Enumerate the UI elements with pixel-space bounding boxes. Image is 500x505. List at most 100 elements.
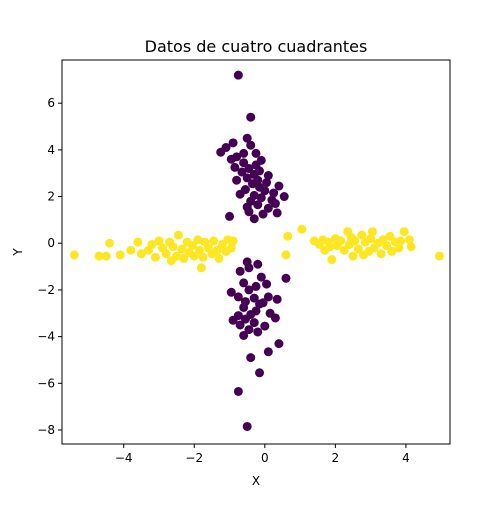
data-point (242, 133, 252, 143)
data-point (161, 249, 171, 259)
data-point (115, 250, 125, 260)
data-point (283, 231, 293, 241)
x-tick-label: 4 (402, 451, 410, 465)
data-point (260, 186, 270, 196)
y-axis-ticks: −8 −6 −4 −2 0 2 4 6 (37, 96, 62, 437)
data-point (235, 266, 245, 276)
data-point (172, 251, 182, 261)
data-point (136, 249, 146, 259)
data-point (232, 175, 242, 185)
data-point (101, 251, 111, 261)
data-point (196, 263, 206, 273)
data-point (193, 235, 203, 245)
data-point (382, 241, 392, 251)
data-point (251, 148, 261, 158)
data-point (274, 339, 284, 349)
data-point (195, 245, 205, 255)
data-point (260, 321, 270, 331)
data-point (244, 164, 254, 174)
data-point (228, 236, 238, 246)
data-point (269, 188, 279, 198)
data-point (258, 209, 268, 219)
data-point (404, 235, 414, 245)
data-point (126, 245, 136, 255)
data-point (249, 318, 259, 328)
data-point (253, 200, 263, 210)
data-point (237, 167, 247, 177)
data-point (150, 252, 160, 262)
data-point (228, 138, 238, 148)
data-point (385, 231, 395, 241)
data-point (353, 244, 363, 254)
data-point (246, 140, 256, 150)
data-point (263, 171, 273, 181)
y-tick-label: 0 (47, 236, 55, 250)
data-point (246, 353, 256, 363)
data-point (255, 368, 265, 378)
data-point (230, 162, 240, 172)
plot-area (61, 59, 451, 445)
data-point (198, 252, 208, 262)
data-point (274, 181, 284, 191)
data-point (240, 314, 250, 324)
data-point (94, 251, 104, 261)
data-point (270, 199, 280, 209)
data-point (272, 294, 282, 304)
data-point (327, 255, 337, 265)
x-tick-label: 2 (332, 451, 340, 465)
data-point (209, 236, 219, 246)
data-point (189, 251, 199, 261)
data-point (339, 245, 349, 255)
data-point (244, 325, 254, 335)
data-point (263, 292, 273, 302)
data-point (228, 315, 238, 325)
data-point (251, 281, 261, 291)
data-point (239, 330, 249, 340)
data-point (133, 237, 143, 247)
data-point (247, 179, 257, 189)
data-point (387, 246, 397, 256)
x-tick-label: −2 (185, 451, 203, 465)
data-point (69, 250, 79, 260)
data-point (336, 236, 346, 246)
data-point (235, 320, 245, 330)
data-point (105, 238, 115, 248)
data-point (262, 178, 272, 188)
data-point (154, 236, 164, 246)
data-point (216, 147, 226, 157)
x-axis-label: X (252, 474, 260, 488)
data-point (357, 230, 367, 240)
data-point (226, 287, 236, 297)
data-point (244, 285, 254, 295)
data-point (263, 203, 273, 213)
data-point (263, 347, 273, 357)
data-point (399, 227, 409, 237)
data-point (244, 263, 254, 273)
points-layer (69, 70, 444, 431)
data-point (214, 253, 224, 263)
data-point (256, 193, 266, 203)
x-axis-ticks: −4 −2 0 2 4 (115, 444, 410, 465)
data-point (281, 273, 291, 283)
data-point (233, 292, 243, 302)
data-point (168, 242, 178, 252)
data-point (226, 243, 236, 253)
data-point (367, 227, 377, 237)
data-point (262, 279, 272, 289)
data-point (239, 148, 249, 158)
y-tick-label: −6 (37, 376, 55, 390)
data-point (350, 236, 360, 246)
data-point (212, 245, 222, 255)
data-point (179, 253, 189, 263)
y-tick-label: −8 (37, 423, 55, 437)
data-point (281, 250, 291, 260)
data-point (406, 242, 416, 252)
data-point (279, 192, 289, 202)
data-point (396, 236, 406, 246)
y-tick-label: 4 (47, 143, 55, 157)
plot-border (61, 59, 451, 445)
y-tick-label: 2 (47, 190, 55, 204)
data-point (253, 327, 263, 337)
data-point (244, 207, 254, 217)
